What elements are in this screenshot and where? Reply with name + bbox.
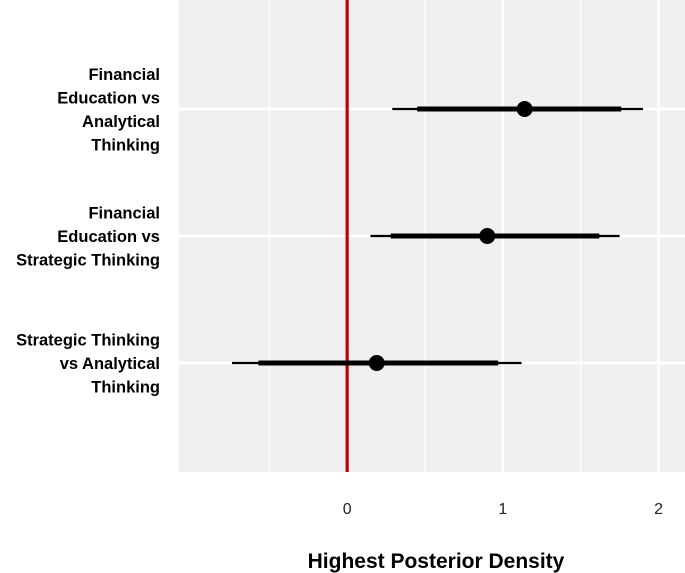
category-label-line: Analytical xyxy=(82,113,160,131)
y-category-labels: Financial Education vs Analytical Thinking F… xyxy=(16,66,160,397)
category-label-line: Strategic Thinking xyxy=(16,252,160,270)
intervals xyxy=(231,101,643,371)
x-tick-label: 2 xyxy=(654,501,663,518)
point-estimate xyxy=(516,101,533,117)
x-axis-title: Highest Posterior Density xyxy=(308,550,565,573)
category-label-line: Education vs xyxy=(57,228,160,246)
category-label-line: Education vs xyxy=(57,89,160,107)
x-tick-label: 0 xyxy=(343,501,352,518)
category-label-line: vs Analytical xyxy=(60,355,160,373)
x-tick-label: 1 xyxy=(498,501,507,518)
category-label-line: Financial xyxy=(88,66,160,84)
point-estimate xyxy=(368,355,385,371)
category-label-line: Thinking xyxy=(91,379,160,397)
x-tick-labels: 0 1 2 xyxy=(343,501,663,518)
point-estimate xyxy=(479,228,496,244)
category-label-line: Financial xyxy=(88,205,160,223)
category-label-line: Thinking xyxy=(91,136,160,154)
category-label-line: Strategic Thinking xyxy=(16,332,160,350)
